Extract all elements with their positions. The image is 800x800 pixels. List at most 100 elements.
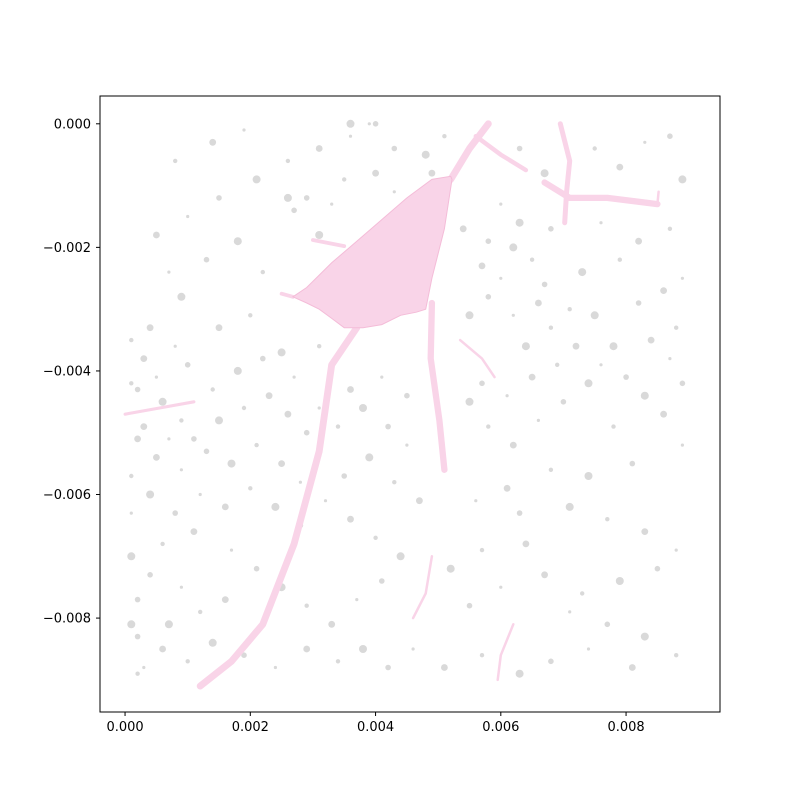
particle [292,375,296,379]
particle [158,397,167,406]
particle [335,659,341,664]
particle [347,515,354,523]
particle [392,480,397,485]
particle [479,653,485,658]
particle [210,387,215,392]
particle [160,541,165,547]
particle [465,311,474,320]
neuron-process [458,338,496,379]
particle [298,480,302,484]
particle [323,499,328,503]
particle [317,406,321,410]
particle [643,140,647,144]
particle [254,442,259,448]
particle [277,348,286,357]
y-axis: 0.000 −0.002 −0.004 −0.006 −0.008 [43,117,100,627]
particle [667,226,673,231]
particle [283,193,292,202]
y-tick-label: −0.004 [43,364,91,379]
particle [372,121,379,127]
particle [342,177,347,182]
particle [503,484,511,492]
neuron-layer [123,120,661,690]
particle [674,548,678,552]
particle [173,158,178,164]
particle [367,122,371,126]
particle [584,379,593,388]
particle [529,257,535,262]
particle [592,146,597,151]
x-tick-label: 0.000 [106,720,143,735]
x-tick-label: 0.002 [232,720,269,735]
particle [317,344,322,349]
particle [167,270,171,274]
particle [568,610,572,614]
particle [330,202,334,206]
particle [291,207,297,214]
particle [265,392,273,400]
particle [146,490,155,499]
particle [185,659,190,664]
particle [216,195,222,201]
particle [146,324,154,332]
particle [260,355,266,362]
particle [304,603,309,608]
particle [541,571,548,579]
neuron-process [311,238,347,248]
particle [679,380,686,387]
particle [505,394,509,398]
particle [540,169,549,178]
particle [190,528,198,535]
particle [284,410,292,418]
particle [260,269,265,275]
particle [248,313,253,318]
particle [516,510,523,516]
particle [164,620,173,629]
particle [548,658,554,665]
particle [385,664,391,671]
particle [541,281,548,288]
particle [611,424,616,429]
particle [159,645,167,653]
particle [609,342,618,351]
particle [278,460,285,467]
particle [227,459,236,468]
particle [667,133,673,139]
particle [465,397,474,406]
particle [536,418,541,422]
particle [479,380,485,387]
particle [548,226,554,232]
particle [416,497,423,505]
neuron-soma [291,175,453,329]
x-axis: 0.000 0.002 0.004 0.006 0.008 [106,712,645,735]
particle [385,423,391,430]
particle [678,175,687,184]
neuron-process [196,324,361,690]
particle [209,138,217,146]
particle [154,375,158,379]
particle [242,128,246,132]
particle [303,645,311,653]
particle [405,443,409,447]
particle [134,596,141,603]
neuron-process [447,120,492,183]
particle [252,175,261,184]
particle [509,243,518,252]
particle [680,276,685,280]
particle [623,374,629,380]
particle [365,453,374,462]
particle [203,448,210,455]
particle [328,620,336,628]
particle [668,357,672,361]
particle [198,609,203,615]
particle [253,565,260,572]
particle [392,190,396,194]
particle [198,492,202,497]
particle [285,158,291,164]
particle [184,362,191,368]
particle [221,503,229,511]
particle [129,337,134,343]
particle [635,300,642,306]
